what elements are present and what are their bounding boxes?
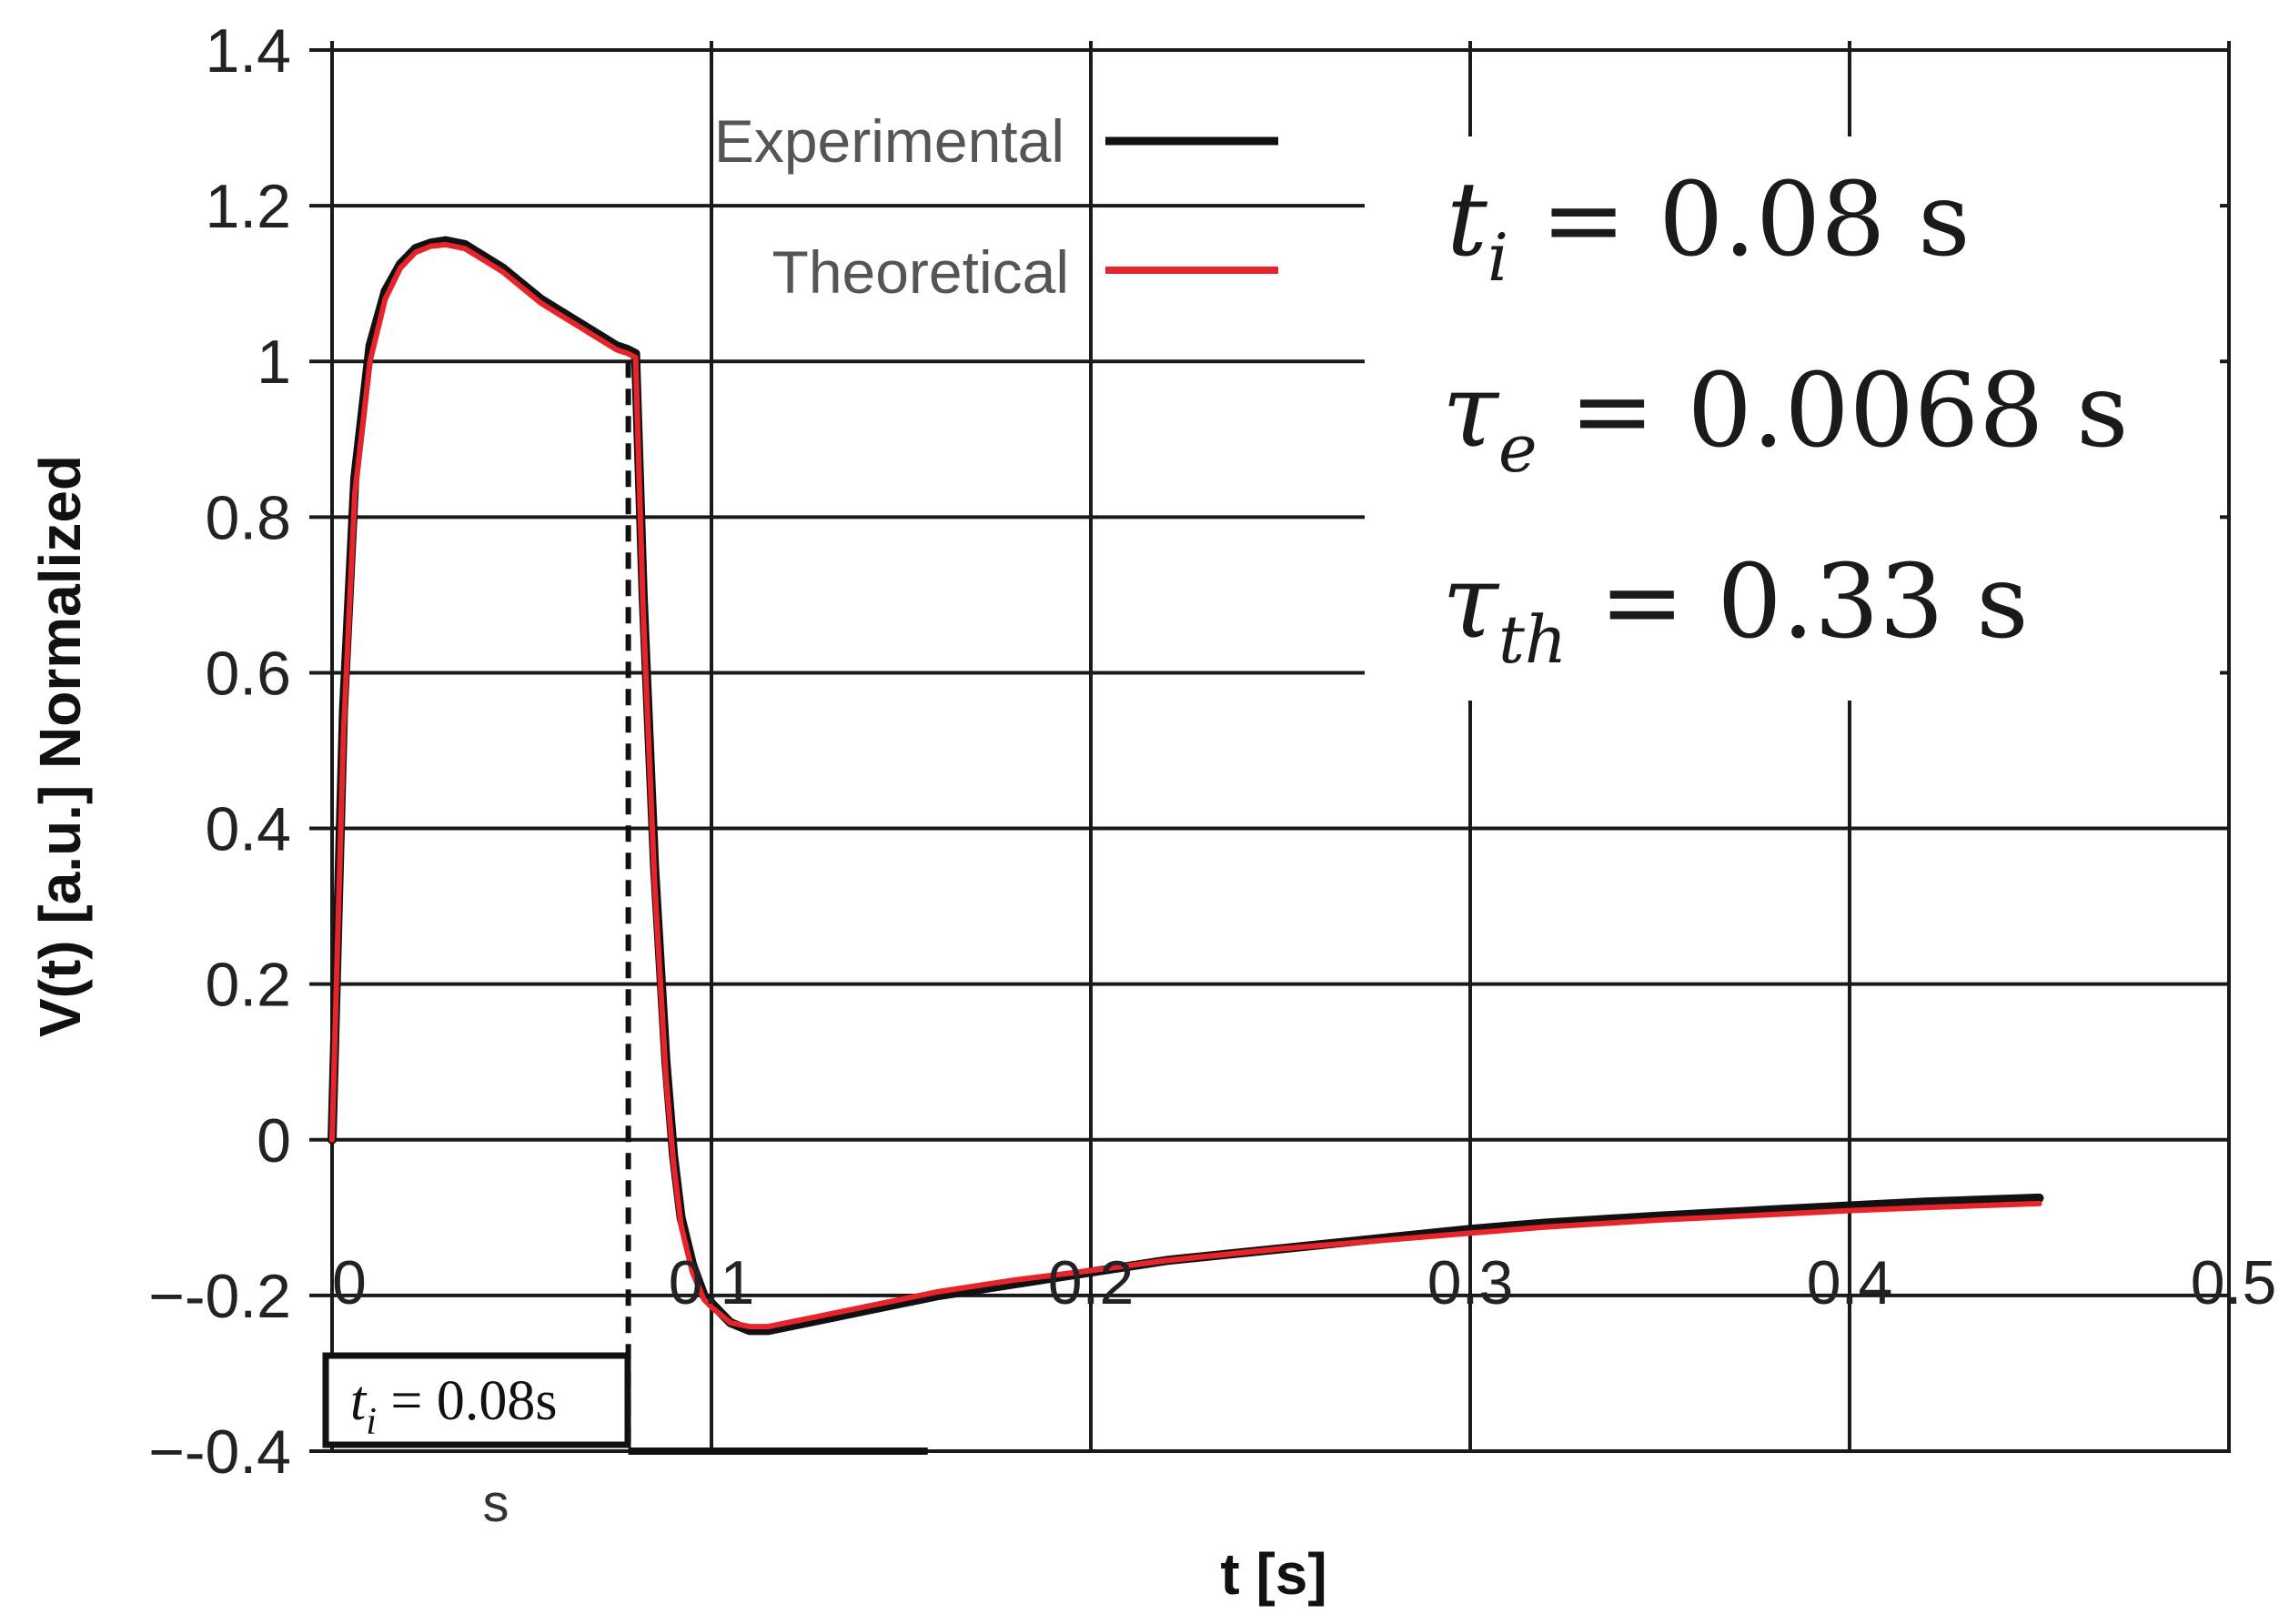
pulse-label-symbol: t bbox=[350, 1370, 368, 1432]
param-ti-symbol: t bbox=[1447, 161, 1488, 279]
param-ti-subscript: i bbox=[1487, 219, 1508, 296]
x-tick-label: 0.2 bbox=[1048, 1248, 1134, 1317]
series-layer bbox=[328, 236, 2044, 1336]
y-tick-label: 0.2 bbox=[205, 951, 291, 1020]
y-tick-label: 0 bbox=[257, 1106, 291, 1175]
pulse-label-subscript: i bbox=[366, 1401, 377, 1443]
plot-frame bbox=[330, 48, 2231, 1453]
x-tick-label: 0 bbox=[332, 1248, 367, 1317]
x-axis-label: t [s] bbox=[1220, 1541, 1326, 1607]
param-ti: ti = 0.08 s bbox=[1447, 161, 1971, 296]
legend-label-experimental: Experimental bbox=[714, 107, 1064, 175]
y-tick-labels: 1.4 1.2 1 0.8 0.6 0.4 0.2 0 −-0.2 −-0.4 bbox=[148, 16, 291, 1487]
legend: Experimental Theoretical bbox=[714, 107, 1278, 306]
parameters-background bbox=[1365, 136, 2220, 701]
param-tau-e-value: = 0.0068 s bbox=[1538, 352, 2129, 470]
param-tau-th-symbol: τ bbox=[1442, 543, 1500, 661]
pulse-label-text: ti = 0.08s bbox=[350, 1370, 558, 1443]
y-tick-label: 0.8 bbox=[205, 483, 291, 552]
axes bbox=[330, 48, 2231, 1453]
pulse-label-value: = 0.08s bbox=[377, 1370, 558, 1432]
pulse-annotation bbox=[625, 361, 928, 1455]
param-tau-e-symbol: τ bbox=[1442, 352, 1500, 470]
y-tick-label: 0.6 bbox=[205, 639, 291, 708]
series-line-theoretical bbox=[329, 241, 2042, 1330]
x-tick-label: 0.3 bbox=[1427, 1248, 1514, 1317]
legend-label-theoretical: Theoretical bbox=[772, 238, 1070, 306]
param-ti-value: = 0.08 s bbox=[1508, 161, 1971, 279]
y-axis-label: V(t) [a.u.] Normalized bbox=[27, 455, 93, 1037]
pulse-label-frame bbox=[322, 1352, 631, 1448]
param-tau-th: τth = 0.33 s bbox=[1442, 543, 2029, 678]
param-tau-e-subscript: e bbox=[1498, 410, 1538, 487]
y-tick-label: −-0.2 bbox=[148, 1262, 291, 1331]
x-tick-labels: 0 0.1 0.2 0.3 0.4 0.5 bbox=[332, 1248, 2276, 1317]
y-tick-label: 1.4 bbox=[205, 16, 291, 86]
x-tick-label: 0.4 bbox=[1807, 1248, 1893, 1317]
param-tau-e: τe = 0.0068 s bbox=[1442, 352, 2129, 487]
pulse-unit-label: s bbox=[483, 1474, 509, 1533]
x-tick-label: 0.5 bbox=[2191, 1248, 2277, 1317]
x-tick-label: 0.1 bbox=[669, 1248, 755, 1317]
param-tau-th-subscript: th bbox=[1498, 601, 1567, 678]
parameters-panel: ti = 0.08 s τe = 0.0068 s τth = 0.33 s bbox=[1365, 136, 2220, 701]
pulse-label-box: ti = 0.08s s bbox=[322, 1352, 631, 1533]
param-tau-th-value: = 0.33 s bbox=[1567, 543, 2029, 661]
y-tick-label: −-0.4 bbox=[148, 1417, 291, 1487]
y-tick-label: 1.2 bbox=[205, 172, 291, 241]
y-tick-label: 0.4 bbox=[205, 795, 291, 864]
y-tick-label: 1 bbox=[257, 328, 291, 397]
